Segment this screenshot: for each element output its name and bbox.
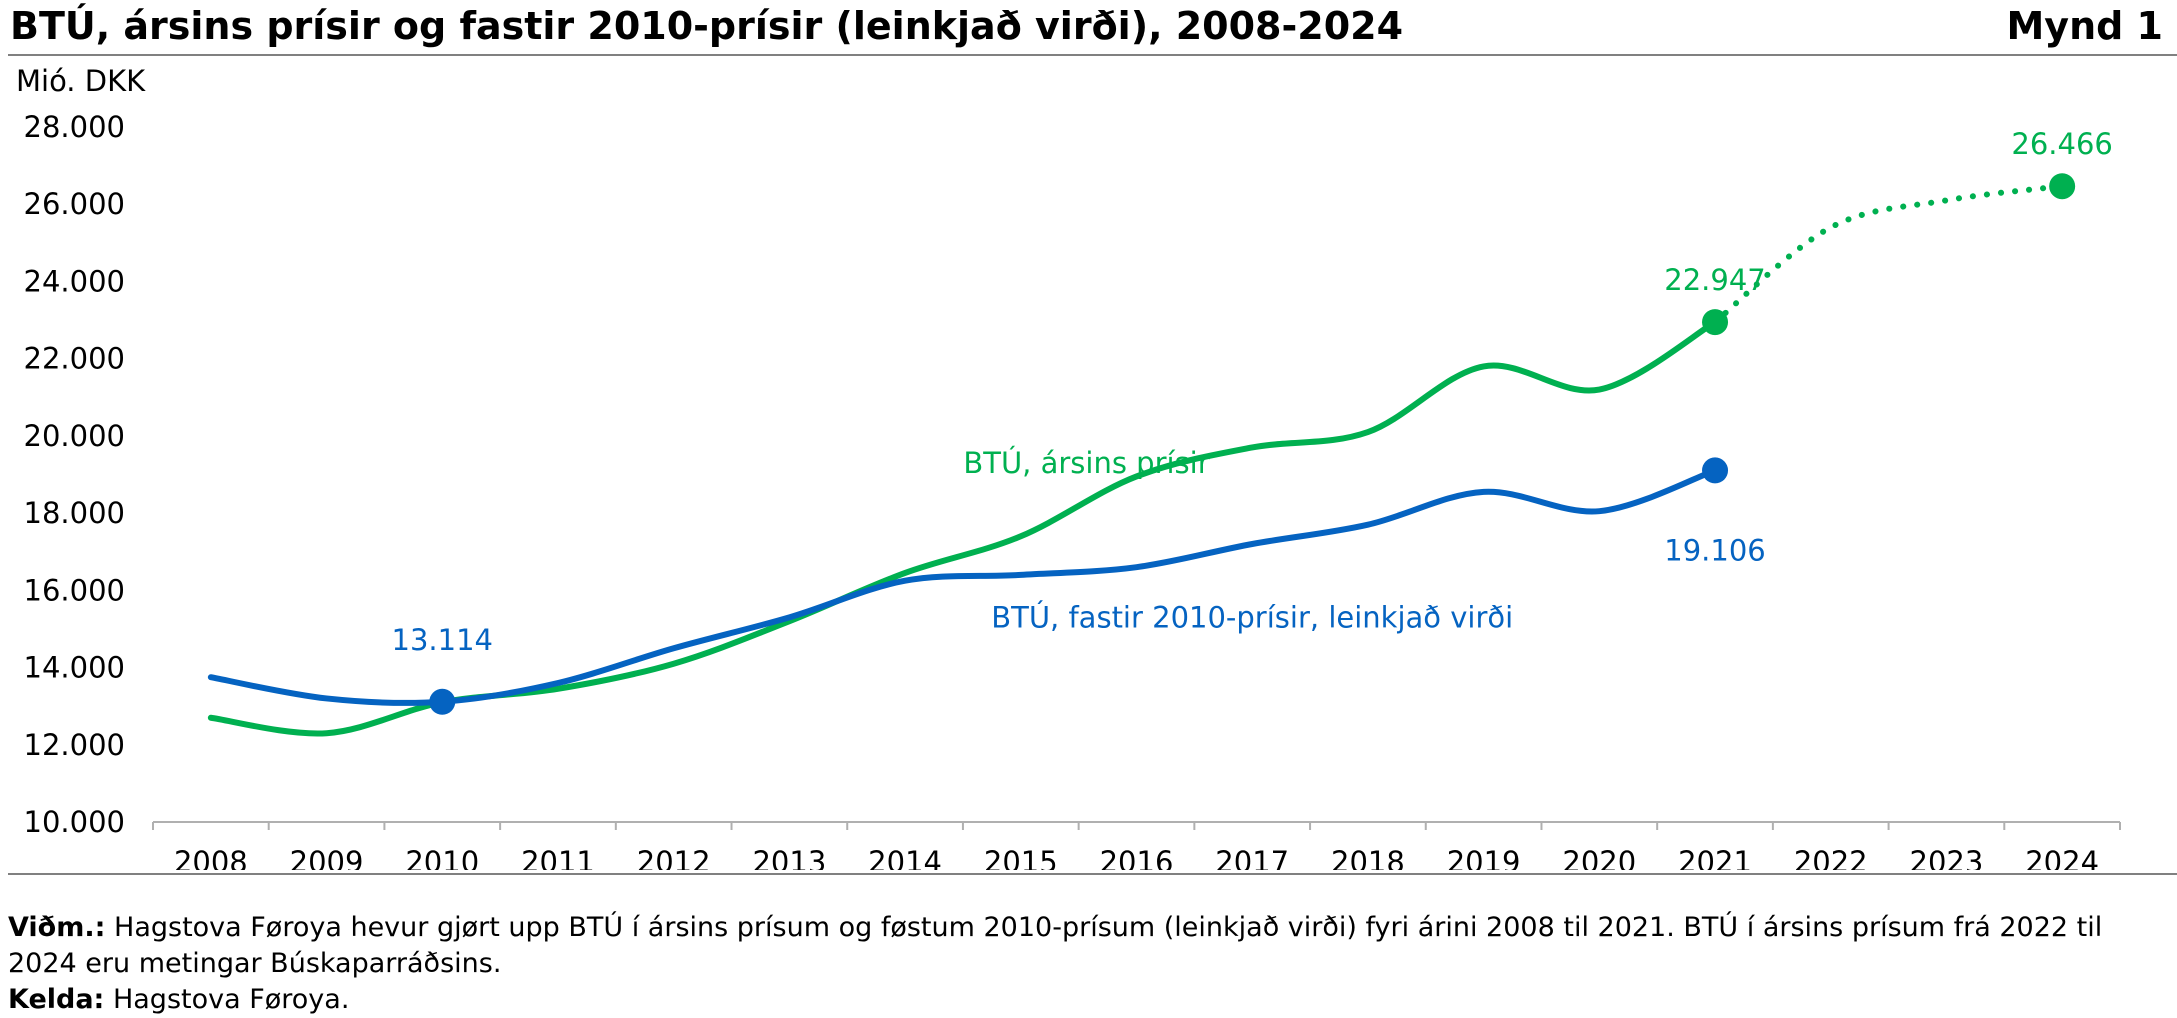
x-tick-label: 2019	[1447, 845, 1521, 870]
x-tick-label: 2015	[984, 845, 1058, 870]
source-text: Hagstova Føroya.	[112, 984, 350, 1015]
y-tick-label: 28.000	[24, 110, 125, 144]
x-tick-label: 2014	[868, 845, 942, 870]
series-line-0	[207, 319, 1719, 737]
highlight-point	[2049, 173, 2076, 200]
footnote: Viðm.: Hagstova Føroya hevur gjørt upp B…	[8, 910, 2158, 982]
data-label: 26.466	[2011, 127, 2112, 161]
source: Kelda: Hagstova Føroya.	[8, 982, 2158, 1018]
y-tick-label: 16.000	[24, 573, 125, 607]
x-tick-label: 2024	[2025, 845, 2099, 870]
x-tick-label: 2012	[637, 845, 711, 870]
y-tick-label: 22.000	[24, 342, 125, 376]
x-tick-label: 2021	[1678, 845, 1752, 870]
footnote-text: Hagstova Føroya hevur gjørt upp BTÚ í ár…	[8, 912, 2103, 979]
x-tick-label: 2017	[1215, 845, 1289, 870]
x-tick-label: 2023	[1910, 845, 1984, 870]
data-label: 22.947	[1664, 263, 1765, 297]
series-forecast-line-0	[1712, 183, 2066, 326]
chart-title: BTÚ, ársins prísir og fastir 2010-prísir…	[10, 4, 1404, 48]
x-tick-label: 2008	[174, 845, 248, 870]
x-tick-label: 2011	[521, 845, 595, 870]
y-tick-label: 10.000	[24, 805, 125, 839]
series-line-1	[207, 467, 1719, 706]
footnote-label: Viðm.:	[8, 912, 106, 943]
data-label: 19.106	[1664, 533, 1765, 567]
y-axis-ticks: 10.000 12.000 14.000 16.000 18.000 20.000 22.0…	[24, 110, 125, 839]
x-tick-label: 2010	[405, 845, 479, 870]
y-tick-label: 12.000	[24, 728, 125, 762]
y-tick-label: 14.000	[24, 651, 125, 685]
top-rule	[8, 54, 2177, 56]
x-tick-label: 2016	[1100, 845, 1174, 870]
figure-label: Mynd 1	[2006, 4, 2163, 48]
x-tick-label: 2013	[752, 845, 826, 870]
x-tick-label: 2018	[1331, 845, 1405, 870]
y-tick-label: 20.000	[24, 419, 125, 453]
highlight-point	[429, 688, 456, 715]
x-axis-ticks: 2008 2009 2010 2011 2012 2013 2014 2015 2016 2017…	[152, 822, 2121, 870]
y-tick-label: 18.000	[24, 496, 125, 530]
y-axis-title: Mió. DKK	[16, 64, 146, 98]
x-tick-label: 2022	[1794, 845, 1868, 870]
highlight-point	[1702, 457, 1729, 484]
bottom-rule	[8, 873, 2177, 875]
line-chart: Mió. DKK 10.000 12.000 14.000 16.000 18.000 2…	[16, 64, 2121, 870]
series-name-label: BTÚ, ársins prísir	[963, 446, 1209, 480]
y-tick-label: 26.000	[24, 187, 125, 221]
label-layer: 22.947 26.466 13.114 19.106 BTÚ, ársins prís…	[392, 127, 2113, 657]
series-name-label: BTÚ, fastir 2010-prísir, leinkjað virði	[991, 600, 1513, 634]
highlight-point	[1702, 309, 1729, 336]
x-tick-label: 2020	[1562, 845, 1636, 870]
series-layer	[207, 173, 2076, 737]
x-tick-label: 2009	[290, 845, 364, 870]
source-label: Kelda:	[8, 984, 105, 1015]
y-tick-label: 24.000	[24, 264, 125, 298]
data-label: 13.114	[392, 623, 493, 657]
